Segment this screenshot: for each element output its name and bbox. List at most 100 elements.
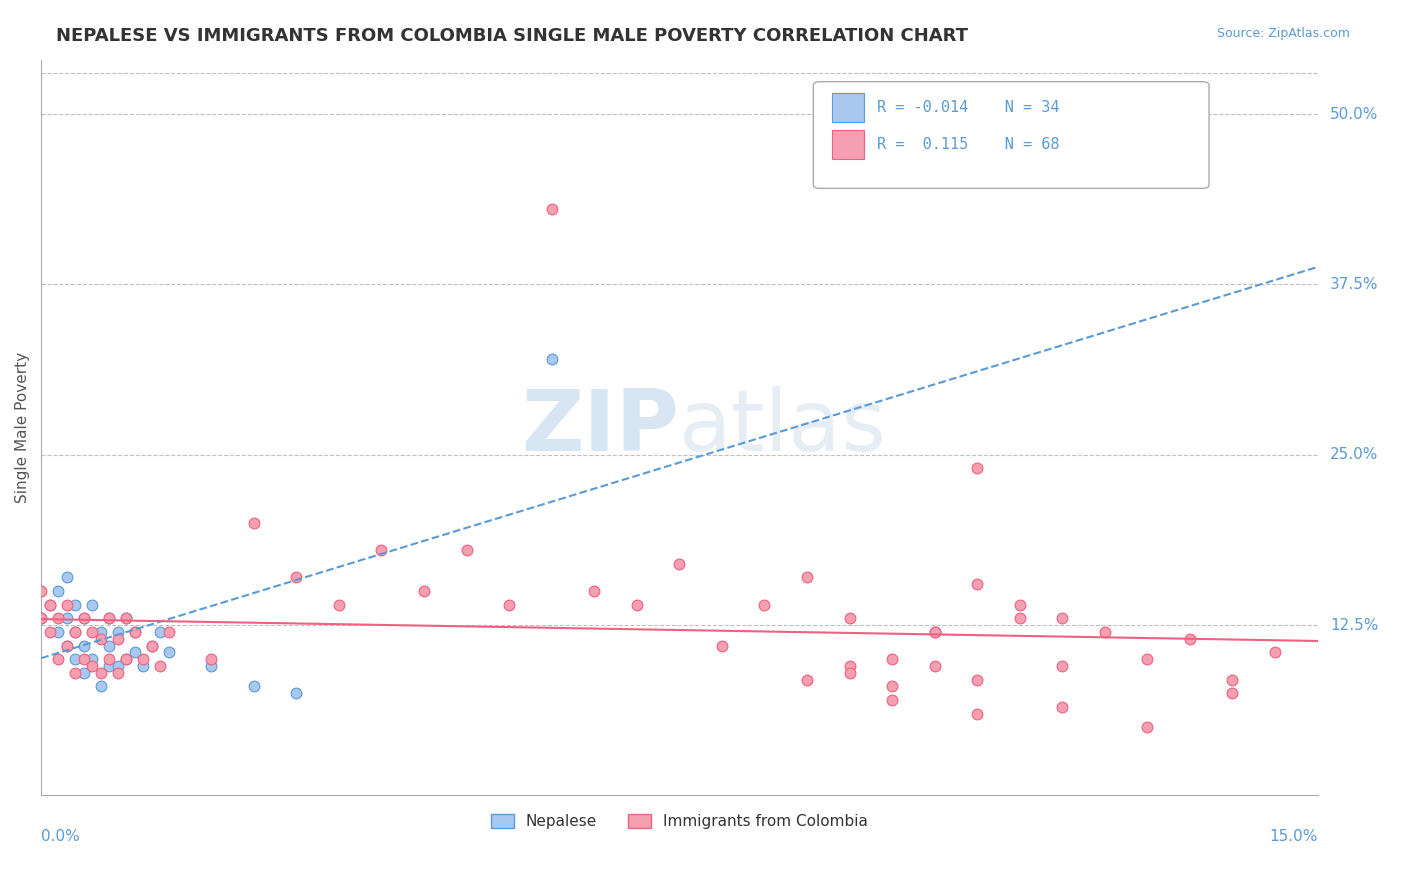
Bar (832, 129, 865, 159)
Nepalese (107, 624, 129, 639)
Immigrants from Colombia (626, 598, 648, 612)
Nepalese (46, 624, 69, 639)
Nepalese (38, 598, 60, 612)
Immigrants from Colombia (1136, 720, 1159, 734)
Immigrants from Colombia (413, 584, 436, 599)
Immigrants from Colombia (1222, 686, 1244, 700)
Immigrants from Colombia (1052, 699, 1074, 714)
Nepalese (63, 624, 86, 639)
Text: ZIP: ZIP (522, 386, 679, 469)
Immigrants from Colombia (157, 624, 180, 639)
Immigrants from Colombia (124, 624, 146, 639)
Immigrants from Colombia (1136, 652, 1159, 666)
Immigrants from Colombia (1008, 611, 1031, 625)
Immigrants from Colombia (796, 673, 818, 687)
Nepalese (63, 598, 86, 612)
Immigrants from Colombia (285, 570, 308, 584)
Nepalese (90, 624, 112, 639)
Nepalese (55, 611, 77, 625)
Nepalese (285, 686, 308, 700)
Immigrants from Colombia (328, 598, 350, 612)
Immigrants from Colombia (63, 665, 86, 680)
Nepalese (73, 639, 96, 653)
Immigrants from Colombia (370, 543, 392, 558)
Immigrants from Colombia (583, 584, 606, 599)
Text: 0.0%: 0.0% (41, 829, 80, 844)
Immigrants from Colombia (107, 632, 129, 646)
Text: 50.0%: 50.0% (1330, 107, 1379, 121)
Nepalese (73, 611, 96, 625)
Immigrants from Colombia (30, 611, 52, 625)
Nepalese (132, 659, 155, 673)
Immigrants from Colombia (55, 598, 77, 612)
Immigrants from Colombia (38, 624, 60, 639)
Immigrants from Colombia (30, 584, 52, 599)
Immigrants from Colombia (796, 570, 818, 584)
Immigrants from Colombia (1052, 659, 1074, 673)
Nepalese (149, 624, 172, 639)
Immigrants from Colombia (880, 652, 903, 666)
Text: NEPALESE VS IMMIGRANTS FROM COLOMBIA SINGLE MALE POVERTY CORRELATION CHART: NEPALESE VS IMMIGRANTS FROM COLOMBIA SIN… (56, 27, 969, 45)
Nepalese (98, 659, 121, 673)
Immigrants from Colombia (456, 543, 478, 558)
Nepalese (141, 639, 163, 653)
Immigrants from Colombia (498, 598, 520, 612)
Immigrants from Colombia (200, 652, 222, 666)
Immigrants from Colombia (38, 598, 60, 612)
Immigrants from Colombia (46, 652, 69, 666)
Nepalese (46, 584, 69, 599)
Nepalese (90, 680, 112, 694)
Immigrants from Colombia (115, 611, 138, 625)
Nepalese (98, 611, 121, 625)
Immigrants from Colombia (1178, 632, 1201, 646)
Text: atlas: atlas (679, 386, 887, 469)
Immigrants from Colombia (668, 557, 690, 571)
Nepalese (115, 652, 138, 666)
Immigrants from Colombia (966, 706, 988, 721)
Immigrants from Colombia (838, 659, 860, 673)
Nepalese (540, 352, 562, 367)
Nepalese (73, 665, 96, 680)
Immigrants from Colombia (90, 632, 112, 646)
FancyBboxPatch shape (813, 82, 1209, 188)
Immigrants from Colombia (966, 461, 988, 475)
Legend: Nepalese, Immigrants from Colombia: Nepalese, Immigrants from Colombia (485, 808, 875, 836)
Nepalese (98, 639, 121, 653)
Immigrants from Colombia (243, 516, 266, 530)
Immigrants from Colombia (82, 624, 104, 639)
Immigrants from Colombia (46, 611, 69, 625)
Nepalese (124, 645, 146, 659)
Nepalese (115, 611, 138, 625)
Immigrants from Colombia (838, 611, 860, 625)
Immigrants from Colombia (924, 624, 946, 639)
Immigrants from Colombia (132, 652, 155, 666)
Immigrants from Colombia (115, 652, 138, 666)
Text: R = -0.014    N = 34: R = -0.014 N = 34 (877, 100, 1060, 115)
Nepalese (200, 659, 222, 673)
Immigrants from Colombia (924, 624, 946, 639)
Immigrants from Colombia (966, 577, 988, 591)
Y-axis label: Single Male Poverty: Single Male Poverty (15, 352, 30, 503)
Nepalese (243, 680, 266, 694)
Immigrants from Colombia (55, 639, 77, 653)
Nepalese (157, 645, 180, 659)
Bar (832, 93, 865, 122)
Text: 15.0%: 15.0% (1270, 829, 1317, 844)
Immigrants from Colombia (880, 680, 903, 694)
Immigrants from Colombia (98, 611, 121, 625)
Immigrants from Colombia (1222, 673, 1244, 687)
Immigrants from Colombia (838, 665, 860, 680)
Immigrants from Colombia (73, 611, 96, 625)
Immigrants from Colombia (1052, 611, 1074, 625)
Immigrants from Colombia (1264, 645, 1286, 659)
Immigrants from Colombia (107, 665, 129, 680)
Immigrants from Colombia (710, 639, 733, 653)
Immigrants from Colombia (82, 659, 104, 673)
Immigrants from Colombia (149, 659, 172, 673)
Text: R =  0.115    N = 68: R = 0.115 N = 68 (877, 136, 1060, 152)
Text: 25.0%: 25.0% (1330, 447, 1379, 462)
Immigrants from Colombia (73, 652, 96, 666)
Immigrants from Colombia (966, 673, 988, 687)
Immigrants from Colombia (98, 652, 121, 666)
Immigrants from Colombia (924, 659, 946, 673)
